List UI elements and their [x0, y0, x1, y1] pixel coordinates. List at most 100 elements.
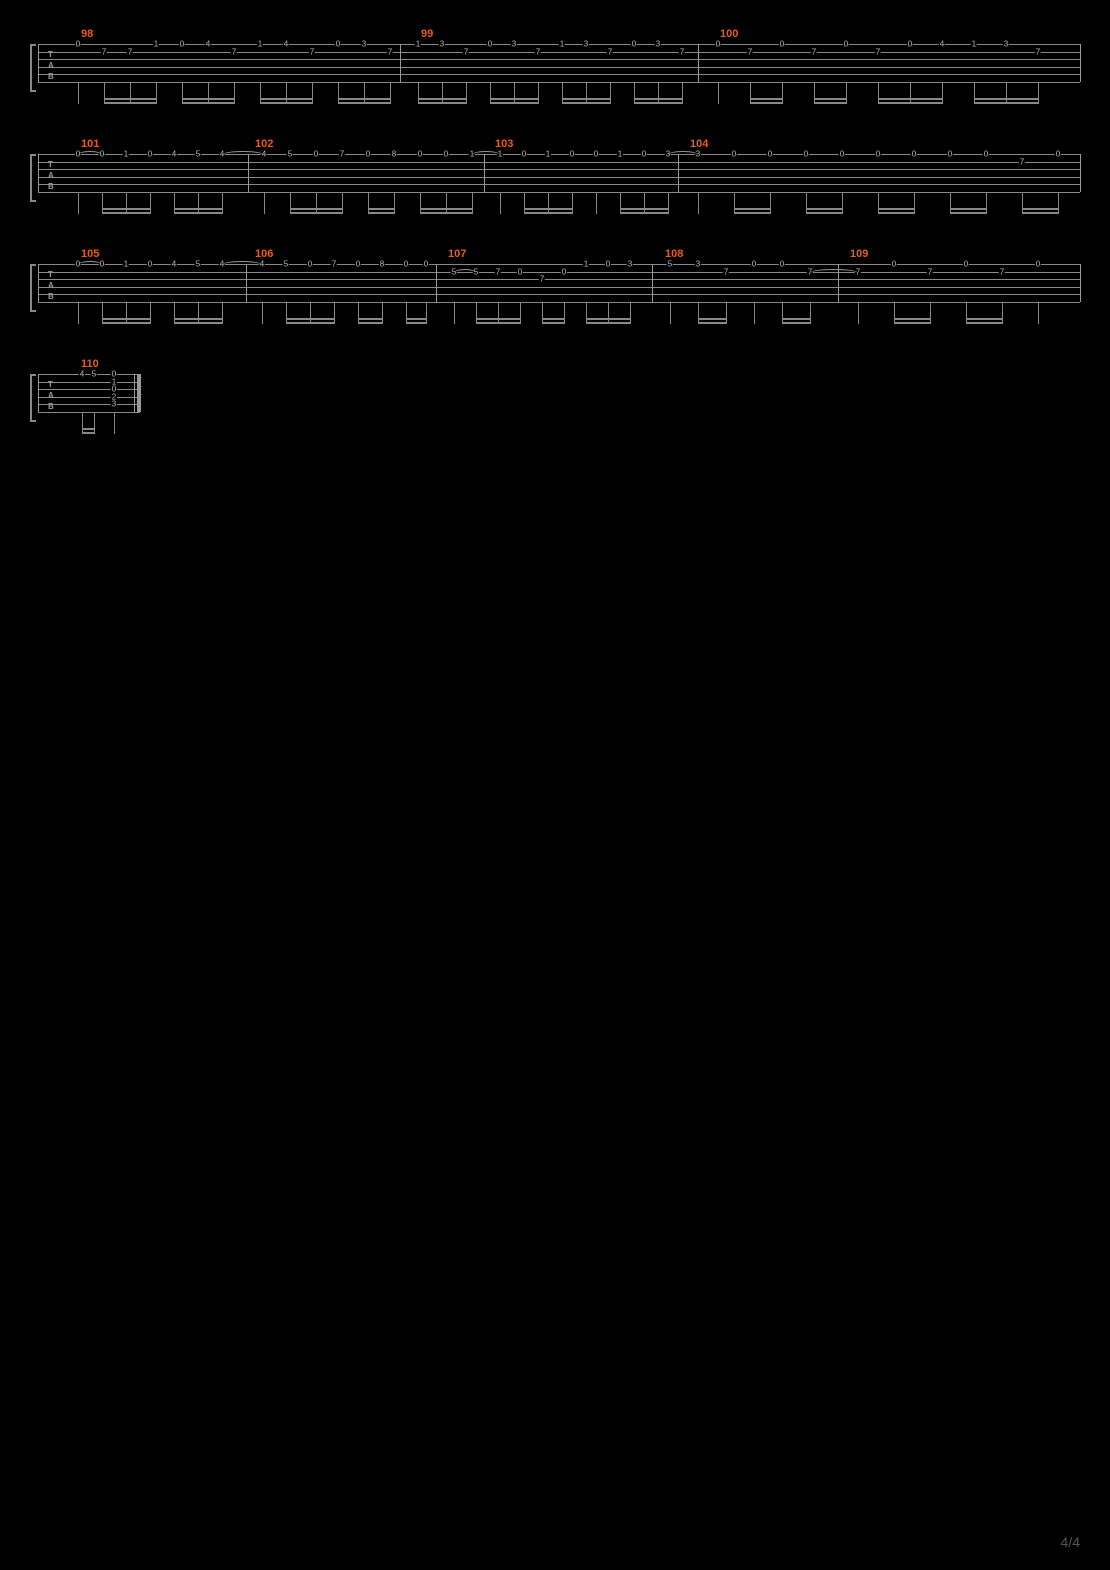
staff-line: [38, 412, 140, 413]
tab-clef-letter: T: [48, 160, 53, 169]
fret-number: 7: [101, 47, 107, 56]
note-stem: [260, 82, 261, 104]
beam: [420, 212, 473, 214]
fret-number: 0: [517, 267, 523, 276]
fret-number: 0: [631, 40, 637, 49]
note-stem: [966, 302, 967, 324]
barline: [248, 154, 249, 192]
fret-number: 5: [195, 260, 201, 269]
staff-line: [38, 374, 140, 375]
beam: [260, 102, 313, 104]
fret-number: 3: [695, 260, 701, 269]
note-stem: [894, 302, 895, 324]
staff-bracket: [30, 264, 36, 312]
fret-number: 0: [715, 40, 721, 49]
fret-number: 7: [747, 47, 753, 56]
beam: [634, 102, 683, 104]
note-stem: [358, 302, 359, 324]
tab-clef-letter: B: [48, 182, 54, 191]
beam: [338, 98, 391, 100]
tab-clef-letter: B: [48, 72, 54, 81]
note-stem: [548, 192, 549, 214]
staff-line: [38, 294, 1080, 295]
tab-clef-letter: B: [48, 402, 54, 411]
fret-number: 7: [331, 260, 337, 269]
beam: [102, 208, 151, 210]
fret-number: 7: [723, 267, 729, 276]
measure-number: 101: [81, 138, 99, 150]
note-stem: [514, 82, 515, 104]
beam: [102, 322, 151, 324]
beam: [806, 212, 843, 214]
note-stem: [1038, 82, 1039, 104]
note-stem: [334, 302, 335, 324]
fret-number: 1: [123, 150, 129, 159]
note-stem: [878, 82, 879, 104]
tie: [810, 269, 858, 273]
beam: [542, 322, 565, 324]
staff-line: [38, 59, 1080, 60]
beam: [698, 322, 727, 324]
beam: [358, 322, 383, 324]
tie: [472, 151, 500, 155]
note-stem: [620, 192, 621, 214]
beam: [974, 102, 1039, 104]
beam: [102, 318, 151, 320]
note-stem: [286, 82, 287, 104]
fret-number: 7: [231, 47, 237, 56]
note-stem: [174, 302, 175, 324]
note-stem: [814, 82, 815, 104]
beam: [634, 98, 683, 100]
fret-number: 0: [307, 260, 313, 269]
fret-number: 0: [561, 267, 567, 276]
fret-number: 3: [655, 40, 661, 49]
beam: [490, 102, 539, 104]
note-stem: [130, 82, 131, 104]
beam: [406, 322, 427, 324]
fret-number: 7: [539, 275, 545, 284]
barline: [1080, 264, 1081, 302]
beam: [82, 432, 95, 434]
beam: [814, 102, 847, 104]
note-stem: [82, 412, 83, 434]
fret-number: 7: [1035, 47, 1041, 56]
note-stem: [1058, 192, 1059, 214]
staff-line: [38, 287, 1080, 288]
beam: [782, 322, 811, 324]
tab-clef-letter: A: [48, 281, 54, 290]
beam: [814, 98, 847, 100]
barline: [678, 154, 679, 192]
barline: [400, 44, 401, 82]
page-number: 4/4: [1061, 1534, 1080, 1550]
fret-number: 0: [417, 150, 423, 159]
fret-number: 0: [891, 260, 897, 269]
fret-number: 4: [79, 370, 85, 379]
note-stem: [754, 302, 755, 324]
tab-staff: TAB001045445070800557070103537007707070: [38, 264, 1080, 302]
fret-number: 7: [927, 267, 933, 276]
fret-number: 4: [205, 40, 211, 49]
beam: [490, 98, 539, 100]
note-stem: [102, 302, 103, 324]
note-stem: [390, 82, 391, 104]
fret-number: 3: [627, 260, 633, 269]
fret-number: 5: [287, 150, 293, 159]
fret-number: 0: [147, 260, 153, 269]
tie: [78, 151, 102, 155]
note-stem: [78, 192, 79, 214]
measure-number: 110: [81, 358, 99, 370]
note-stem: [472, 192, 473, 214]
note-stem: [498, 302, 499, 324]
beam: [806, 208, 843, 210]
barline: [38, 374, 39, 412]
note-stem: [878, 192, 879, 214]
note-stem: [942, 82, 943, 104]
note-stem: [114, 412, 115, 434]
note-stem: [490, 82, 491, 104]
staff-bracket: [30, 374, 36, 422]
note-stem: [290, 192, 291, 214]
tab-staff: TAB4501023: [38, 374, 140, 412]
measure-number: 105: [81, 248, 99, 260]
note-stem: [312, 82, 313, 104]
fret-number: 0: [487, 40, 493, 49]
